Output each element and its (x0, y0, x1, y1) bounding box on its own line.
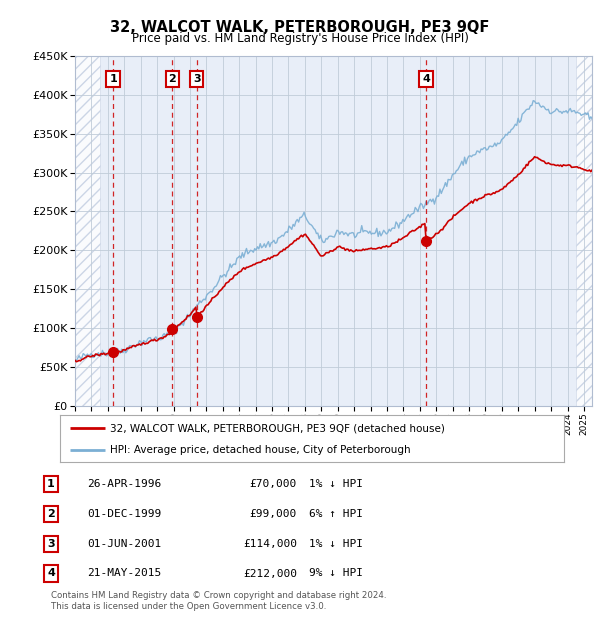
Text: 3: 3 (47, 539, 55, 549)
Text: 01-JUN-2001: 01-JUN-2001 (87, 539, 161, 549)
Text: 21-MAY-2015: 21-MAY-2015 (87, 569, 161, 578)
Text: £70,000: £70,000 (250, 479, 297, 489)
Text: 2: 2 (47, 509, 55, 519)
Text: 1% ↓ HPI: 1% ↓ HPI (309, 479, 363, 489)
Text: £212,000: £212,000 (243, 569, 297, 578)
Text: 32, WALCOT WALK, PETERBOROUGH, PE3 9QF: 32, WALCOT WALK, PETERBOROUGH, PE3 9QF (110, 20, 490, 35)
Text: 4: 4 (422, 74, 430, 84)
Text: 2: 2 (169, 74, 176, 84)
Text: 01-DEC-1999: 01-DEC-1999 (87, 509, 161, 519)
Text: £99,000: £99,000 (250, 509, 297, 519)
Text: 1% ↓ HPI: 1% ↓ HPI (309, 539, 363, 549)
Text: 1: 1 (47, 479, 55, 489)
Text: HPI: Average price, detached house, City of Peterborough: HPI: Average price, detached house, City… (110, 445, 411, 455)
Text: 1: 1 (109, 74, 117, 84)
Text: 3: 3 (193, 74, 200, 84)
Text: 26-APR-1996: 26-APR-1996 (87, 479, 161, 489)
Text: 6% ↑ HPI: 6% ↑ HPI (309, 509, 363, 519)
Text: 4: 4 (47, 569, 55, 578)
Text: 9% ↓ HPI: 9% ↓ HPI (309, 569, 363, 578)
Text: 32, WALCOT WALK, PETERBOROUGH, PE3 9QF (detached house): 32, WALCOT WALK, PETERBOROUGH, PE3 9QF (… (110, 423, 445, 433)
Text: Price paid vs. HM Land Registry's House Price Index (HPI): Price paid vs. HM Land Registry's House … (131, 32, 469, 45)
Text: Contains HM Land Registry data © Crown copyright and database right 2024.
This d: Contains HM Land Registry data © Crown c… (51, 591, 386, 611)
Text: £114,000: £114,000 (243, 539, 297, 549)
